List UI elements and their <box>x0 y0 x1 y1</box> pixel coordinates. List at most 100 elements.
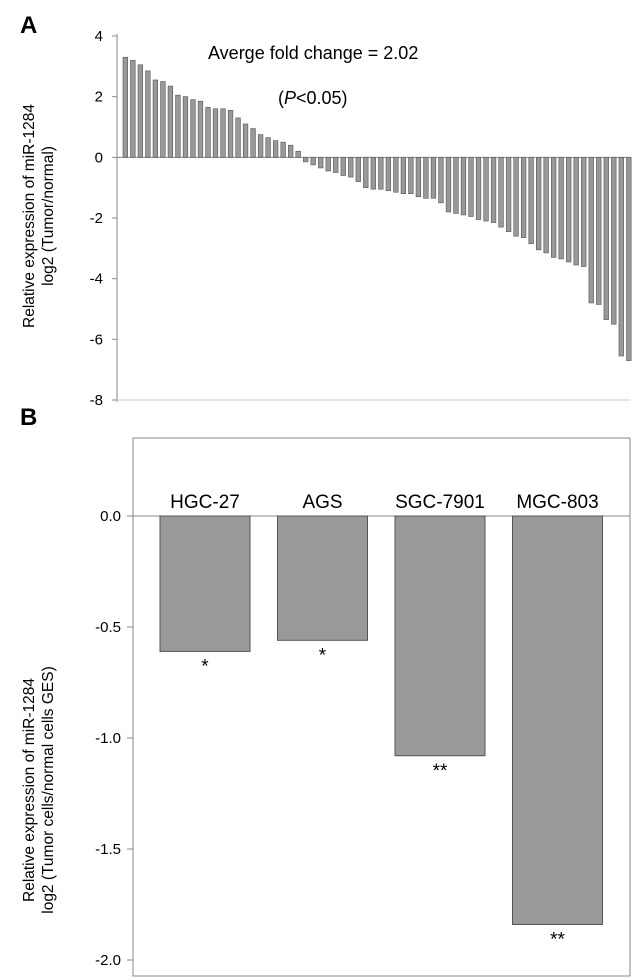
panel-a-bar <box>498 157 504 228</box>
panel-a-bar <box>475 157 482 220</box>
panel-b-letter: B <box>20 404 37 431</box>
panel-a-bar <box>490 157 497 223</box>
panel-a-bar <box>415 157 422 198</box>
panel-a-bar <box>257 134 264 158</box>
panel-a-bar <box>205 106 211 158</box>
panel-a-bar <box>400 157 407 195</box>
panel-a-bar <box>385 157 391 191</box>
panel-a-bar <box>445 157 452 213</box>
panel-a-bar <box>340 157 346 176</box>
panel-a-bar <box>325 157 331 172</box>
panel-a-y-tick-label: 0 <box>95 149 103 166</box>
panel-a-bar <box>438 157 444 204</box>
panel-b-category-label: SGC-7901 <box>395 492 485 513</box>
panel-b-y-axis-title-line1: Relative expression of miR-1284 <box>21 678 38 902</box>
panel-a-bar <box>242 123 249 158</box>
panel-a-bar <box>295 150 301 158</box>
panel-a-bar <box>588 157 594 304</box>
panel-a-bar <box>551 157 557 258</box>
panel-a-y-axis-title-line1: Relative expression of miR-1284 <box>21 104 38 328</box>
panel-a-bar <box>288 144 294 158</box>
panel-a-bar <box>175 94 181 158</box>
panel-a-bar <box>513 157 519 237</box>
panel-b-bar <box>512 515 603 925</box>
panel-b-significance-marker: ** <box>550 929 565 950</box>
panel-a-bar <box>355 157 361 182</box>
panel-b-category-label: AGS <box>302 492 342 513</box>
panel-a-bar <box>468 157 474 217</box>
panel-a-bar <box>581 157 587 267</box>
panel-a-y-axis-title-line2: log2 (Tumor/normal) <box>40 146 57 286</box>
panel-b-category-labels: HGC-27 AGS SGC-7901 MGC-803 <box>170 492 599 513</box>
panel-a-bar <box>611 157 617 325</box>
panel-a-bar <box>265 137 271 158</box>
panel-a-bar <box>197 100 204 158</box>
panel-a-bar <box>505 157 512 232</box>
panel-a-bar <box>227 110 234 158</box>
panel-b-bar <box>159 515 251 652</box>
panel-a-bar <box>122 56 128 158</box>
panel-a-bar <box>272 140 279 158</box>
panel-a-bar <box>235 117 241 158</box>
panel-a-bar <box>370 157 376 190</box>
panel-a-bar <box>566 157 572 263</box>
panel-a-letter: A <box>20 12 37 39</box>
panel-a-bar <box>558 157 564 260</box>
panel-a-bar <box>543 157 549 254</box>
panel-a-bar <box>220 108 226 158</box>
panel-b-category-label: HGC-27 <box>170 492 240 513</box>
panel-a-pvalue: (P<0.05) <box>278 88 348 108</box>
panel-b-bar <box>277 515 368 641</box>
panel-a-bar <box>618 157 624 357</box>
panel-a-bar <box>528 157 534 245</box>
panel-a-bar <box>130 59 136 158</box>
panel-a-bar <box>453 157 459 214</box>
panel-a-bar <box>536 157 542 251</box>
panel-b-significance-marker: * <box>201 656 209 677</box>
panel-b-bars <box>159 515 603 925</box>
panel-b-plot-frame <box>132 437 631 977</box>
panel-b-y-tick-label: 0.0 <box>100 508 121 525</box>
panel-a-bar <box>280 141 286 158</box>
panel-b-y-tick-label: -0.5 <box>95 619 121 636</box>
panel-a-y-tick-label: -4 <box>90 271 103 288</box>
panel-a-bar <box>333 157 339 173</box>
panel-b-significance-markers: ****** <box>201 645 565 950</box>
panel-b-y-tick-label: -1.5 <box>95 841 121 858</box>
panel-a-bar <box>167 85 174 158</box>
panel-a-bar <box>423 157 429 199</box>
panel-b: B Relative expression of miR-1284 log2 (… <box>20 404 631 977</box>
panel-b-bar <box>394 515 486 757</box>
panel-a-y-tick-label: 2 <box>95 89 103 106</box>
panel-a-bar <box>460 157 467 216</box>
panel-a-bar <box>152 79 159 158</box>
panel-a-bar <box>408 157 414 195</box>
panel-a-bar <box>363 157 369 188</box>
panel-b-y-tick-labels: 0.0 -0.5 -1.0 -1.5 -2.0 <box>95 508 121 969</box>
panel-a-y-tick-label: -6 <box>90 331 103 348</box>
panel-a-y-tick-label: -2 <box>90 210 103 227</box>
panel-b-y-axis-title-line2: log2 (Tumor cells/normal cells GES) <box>40 666 57 914</box>
panel-a-bar <box>603 157 609 320</box>
panel-a-bar <box>182 96 189 158</box>
panel-a-bar <box>348 157 354 178</box>
panel-a-bar <box>190 99 196 158</box>
panel-a-bar <box>393 157 399 193</box>
panel-a-bar <box>160 81 166 158</box>
panel-b-y-tick-label: -1.0 <box>95 730 121 747</box>
panel-a-bar <box>430 157 437 199</box>
panel-b-significance-marker: ** <box>433 761 448 782</box>
panel-a-bar <box>303 157 309 163</box>
panel-a-bar <box>573 157 579 266</box>
panel-a-bar <box>520 157 527 239</box>
panel-a-bar <box>212 108 219 158</box>
panel-a-bar <box>145 70 151 158</box>
panel-b-category-label: MGC-803 <box>516 492 598 513</box>
panel-a-y-tick-labels: 4 2 0 -2 -4 -6 -8 <box>90 28 103 409</box>
panel-a-bar <box>250 128 256 158</box>
panel-b-y-tick-label: -2.0 <box>95 952 121 969</box>
panel-a: A Relative expression of miR-1284 log2 (… <box>20 12 632 409</box>
panel-a-bar <box>310 157 316 166</box>
panel-a-annotation: Averge fold change = 2.02 <box>208 43 418 63</box>
